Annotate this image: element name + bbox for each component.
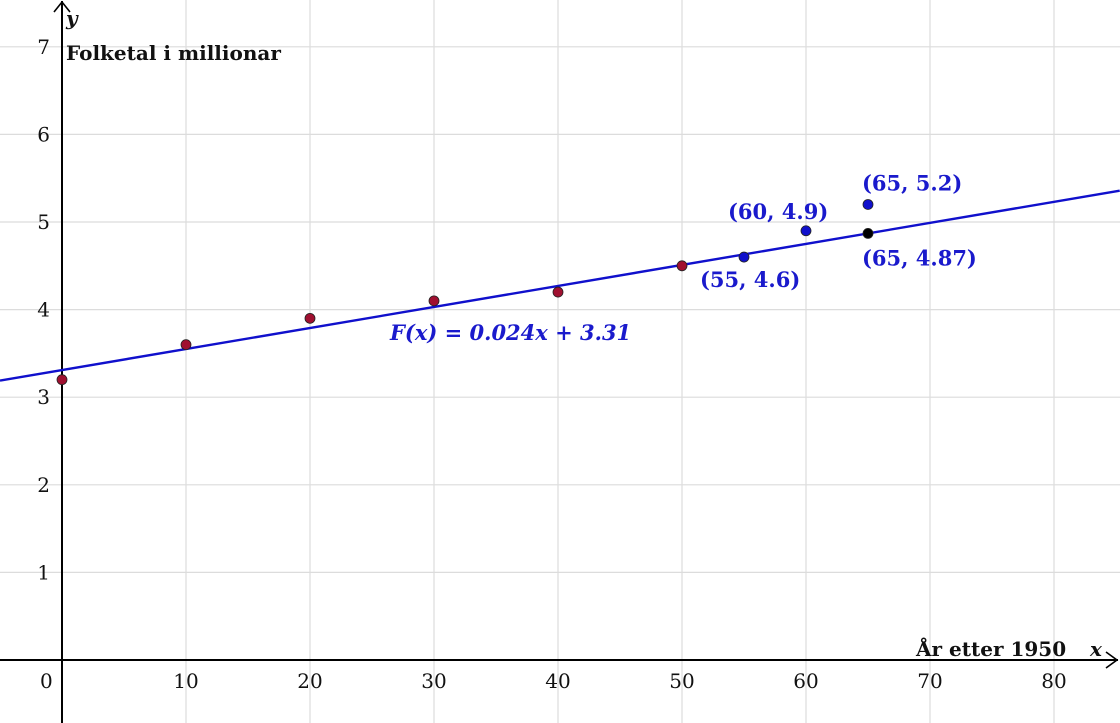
y-tick-label: 6 (37, 122, 50, 146)
x-tick-label: 80 (1041, 669, 1066, 693)
y-tick-label: 7 (37, 35, 50, 59)
regression-line (0, 189, 1120, 382)
x-tick-label: 50 (669, 669, 694, 693)
data-point (304, 312, 316, 324)
y-tick-label: 4 (37, 298, 50, 322)
y-tick-label: 2 (37, 473, 50, 497)
data-point (738, 251, 750, 263)
tick-labels: 0 10 20 30 40 50 60 70 80 1 2 3 4 5 6 7 (37, 35, 1066, 693)
x-tick-label: 60 (793, 669, 818, 693)
points: (55, 4.6) (60, 4.9) (65, 5.2) (65, 4.87) (56, 170, 977, 386)
data-point (862, 227, 874, 239)
point-label: (60, 4.9) (728, 199, 828, 224)
x-tick-label: 40 (545, 669, 570, 693)
data-point (428, 295, 440, 307)
y-axis-label: Folketal i millionar (66, 41, 281, 65)
y-tick-label: 5 (37, 210, 50, 234)
regression-label: F(x) = 0.024x + 3.31 (389, 320, 631, 345)
x-tick-label: 30 (421, 669, 446, 693)
x-tick-label: 10 (173, 669, 198, 693)
y-axis-arrow (53, 0, 71, 13)
y-tick-label: 1 (37, 560, 50, 584)
x-axis-label: År etter 1950 (915, 637, 1066, 661)
data-point (676, 260, 688, 272)
x-axis-variable: x (1089, 637, 1103, 661)
data-point (552, 286, 564, 298)
y-axis-variable: y (65, 6, 79, 30)
data-point (862, 199, 874, 210)
x-tick-label: 20 (297, 669, 322, 693)
point-label: (55, 4.6) (700, 267, 800, 292)
regression-line-group (0, 189, 1120, 382)
data-point (180, 339, 192, 351)
point-label: (65, 4.87) (862, 245, 977, 270)
point-label: (65, 5.2) (862, 170, 962, 195)
y-tick-label: 3 (37, 385, 50, 409)
data-point (56, 374, 68, 386)
data-point (800, 225, 812, 237)
x-tick-label: 70 (917, 669, 942, 693)
x-tick-label: 0 (40, 669, 53, 693)
x-axis-arrow (1105, 651, 1119, 669)
